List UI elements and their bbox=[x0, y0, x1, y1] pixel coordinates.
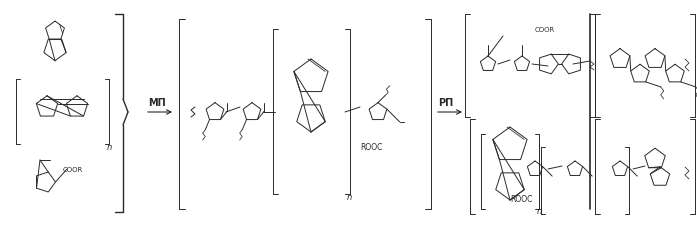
Text: n: n bbox=[537, 207, 542, 216]
Text: n: n bbox=[107, 143, 112, 152]
Text: n: n bbox=[347, 193, 352, 202]
Text: ROOC: ROOC bbox=[510, 195, 533, 204]
Text: COOR: COOR bbox=[535, 27, 556, 33]
Text: РП: РП bbox=[438, 98, 453, 108]
Text: COOR: COOR bbox=[63, 166, 83, 172]
Text: ROOC: ROOC bbox=[360, 143, 383, 152]
Text: МП: МП bbox=[148, 98, 166, 108]
